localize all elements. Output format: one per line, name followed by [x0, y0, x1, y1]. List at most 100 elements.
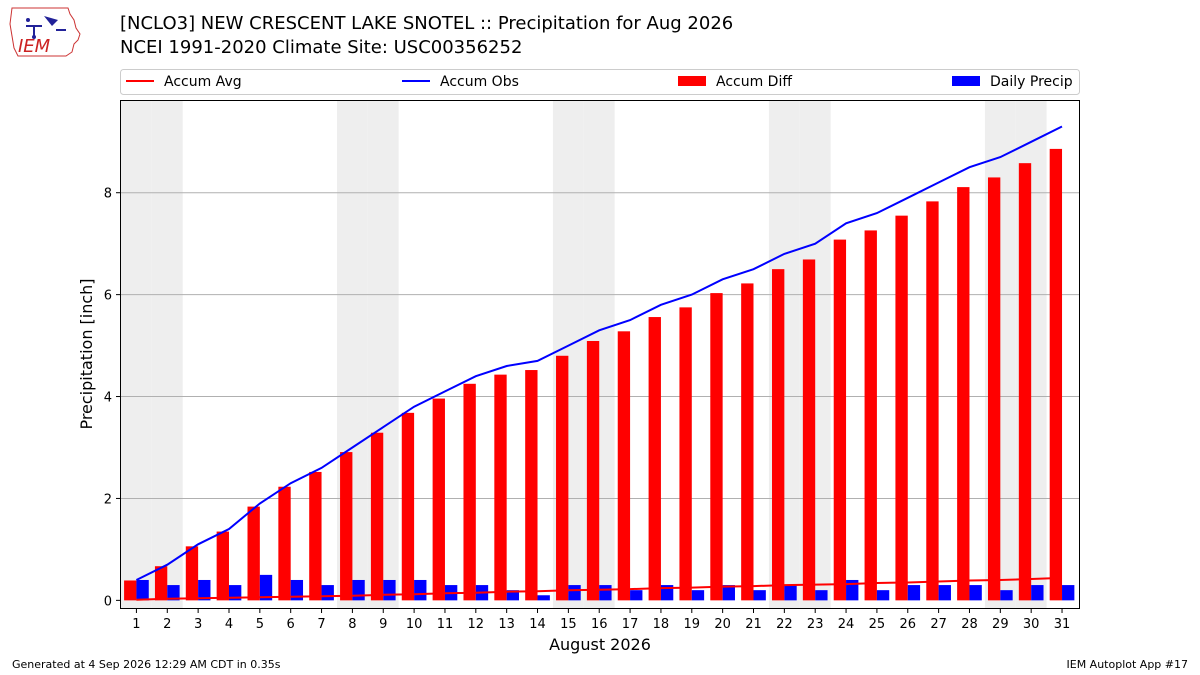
- daily-precip-bar-26: [907, 585, 921, 601]
- x-tick-label-20: 20: [714, 617, 731, 632]
- y-tick-label-6: 6: [104, 289, 112, 304]
- x-tick-label-28: 28: [961, 617, 978, 632]
- daily-precip-bar-20: [722, 585, 735, 601]
- weekend-shade-day-2: [151, 101, 183, 608]
- daily-precip-bar-30: [1031, 585, 1044, 601]
- x-tick-label-8: 8: [348, 617, 356, 632]
- y-axis-label: Precipitation [inch]: [77, 278, 96, 429]
- x-tick-label-11: 11: [437, 617, 454, 632]
- accum-diff-bar-8: [340, 452, 353, 601]
- x-tick-label-18: 18: [653, 617, 670, 632]
- daily-precip-bar-16: [599, 585, 612, 601]
- legend-label-accum-avg: Accum Avg: [164, 74, 242, 90]
- x-tick-label-23: 23: [807, 617, 824, 632]
- iem-logo: IEM: [8, 6, 82, 62]
- accum-diff-bar-12: [463, 383, 476, 601]
- accum-diff-bar-9: [370, 432, 384, 601]
- x-tick-label-25: 25: [869, 617, 886, 632]
- daily-precip-bar-29: [1000, 590, 1013, 601]
- app-note: IEM Autoplot App #17: [1066, 658, 1189, 671]
- x-tick-label-14: 14: [529, 617, 546, 632]
- x-tick-label-22: 22: [776, 617, 793, 632]
- daily-precip-bar-21: [753, 590, 766, 601]
- x-tick-label-2: 2: [163, 617, 171, 632]
- accum-diff-bar-16: [586, 340, 600, 601]
- accum-avg-line: [136, 576, 1063, 601]
- x-tick-label-27: 27: [930, 617, 947, 632]
- x-tick-label-12: 12: [468, 617, 485, 632]
- accum-obs-line: [135, 125, 1063, 581]
- y-tick-label-4: 4: [104, 391, 112, 406]
- accum-diff-bar-6: [278, 486, 291, 601]
- legend-label-daily-precip: Daily Precip: [990, 74, 1073, 90]
- accum-diff-bar-17: [617, 331, 631, 601]
- chart-title: [NCLO3] NEW CRESCENT LAKE SNOTEL :: Prec…: [120, 13, 734, 34]
- accum-diff-bar-10: [401, 412, 415, 601]
- x-tick-label-15: 15: [560, 617, 577, 632]
- legend: Accum Avg Accum Obs Accum Diff Daily Pre…: [120, 69, 1080, 95]
- generated-note: Generated at 4 Sep 2026 12:29 AM CDT in …: [12, 658, 281, 671]
- y-tick-label-0: 0: [104, 594, 112, 609]
- x-tick-label-21: 21: [745, 617, 762, 632]
- daily-precip-bar-3: [198, 579, 211, 601]
- daily-precip-bar-31: [1062, 585, 1075, 601]
- accum-diff-bar-1: [124, 580, 137, 601]
- x-tick-label-6: 6: [287, 617, 295, 632]
- daily-precip-bar-1: [136, 579, 149, 601]
- x-tick-label-30: 30: [1023, 617, 1040, 632]
- x-tick-label-10: 10: [406, 617, 423, 632]
- accum-diff-bar-19: [679, 307, 692, 601]
- daily-precip-bar-23: [815, 590, 828, 601]
- daily-precip-bar-9: [383, 579, 396, 601]
- accum-diff-bar-5: [247, 506, 260, 601]
- accum-diff-bar-22: [772, 269, 785, 601]
- daily-precip-bar-19: [691, 590, 705, 601]
- accum-diff-bar-25: [864, 230, 877, 601]
- y-tick-label-8: 8: [104, 187, 112, 202]
- x-tick-label-17: 17: [622, 617, 639, 632]
- x-tick-label-29: 29: [992, 617, 1009, 632]
- x-axis-label: August 2026: [549, 635, 651, 654]
- x-tick-label-16: 16: [591, 617, 608, 632]
- accum-diff-bar-11: [432, 398, 445, 601]
- x-axis-ticks: 1 2 3 4 5 6 7 8 9 10 11 12 13 14 15 16 17 18 19 20 21 22 23 24 2…: [132, 608, 1070, 632]
- x-tick-label-7: 7: [317, 617, 325, 632]
- daily-precip-bar-28: [969, 585, 982, 601]
- daily-precip-bar-15: [568, 585, 581, 601]
- daily-precip-bar-22: [784, 585, 797, 601]
- accum-diff-bar-23: [802, 259, 816, 601]
- legend-frame: [120, 69, 1080, 95]
- accum-diff-bar-14: [525, 370, 538, 601]
- legend-label-accum-obs: Accum Obs: [440, 74, 519, 90]
- weekend-shade-day-1: [121, 101, 152, 608]
- accum-diff-bar-4: [216, 531, 229, 601]
- accum-diff-bars: [124, 148, 1063, 601]
- legend-label-accum-diff: Accum Diff: [716, 74, 792, 90]
- y-axis-ticks: 0 2 4 6 8: [104, 187, 121, 609]
- daily-precip-bar-27: [938, 585, 951, 601]
- daily-precip-bar-13: [506, 590, 520, 601]
- x-tick-label-1: 1: [132, 617, 140, 632]
- chart-subtitle: NCEI 1991-2020 Climate Site: USC00356252: [120, 37, 523, 58]
- legend-swatch-accum-diff: [678, 76, 706, 86]
- daily-precip-bar-24: [846, 579, 859, 601]
- legend-swatch-daily-precip: [952, 76, 980, 86]
- daily-precip-bar-5: [259, 574, 273, 601]
- y-tick-label-2: 2: [104, 492, 112, 507]
- accum-diff-bar-30: [1018, 163, 1032, 601]
- accum-diff-bar-3: [185, 546, 199, 601]
- daily-precip-bar-8: [352, 579, 365, 601]
- accum-diff-bar-24: [833, 239, 847, 601]
- logo-text: IEM: [18, 36, 51, 57]
- plot-frame: [120, 100, 1080, 609]
- accum-diff-bar-29: [987, 177, 1001, 601]
- accum-diff-bar-20: [710, 293, 723, 601]
- x-tick-label-13: 13: [498, 617, 515, 632]
- x-tick-label-19: 19: [684, 617, 701, 632]
- daily-precip-bar-17: [630, 590, 643, 601]
- accum-diff-bar-28: [957, 187, 970, 601]
- x-tick-label-3: 3: [194, 617, 202, 632]
- accum-diff-bar-15: [556, 355, 569, 601]
- accum-diff-bar-27: [926, 201, 939, 601]
- x-tick-label-26: 26: [899, 617, 916, 632]
